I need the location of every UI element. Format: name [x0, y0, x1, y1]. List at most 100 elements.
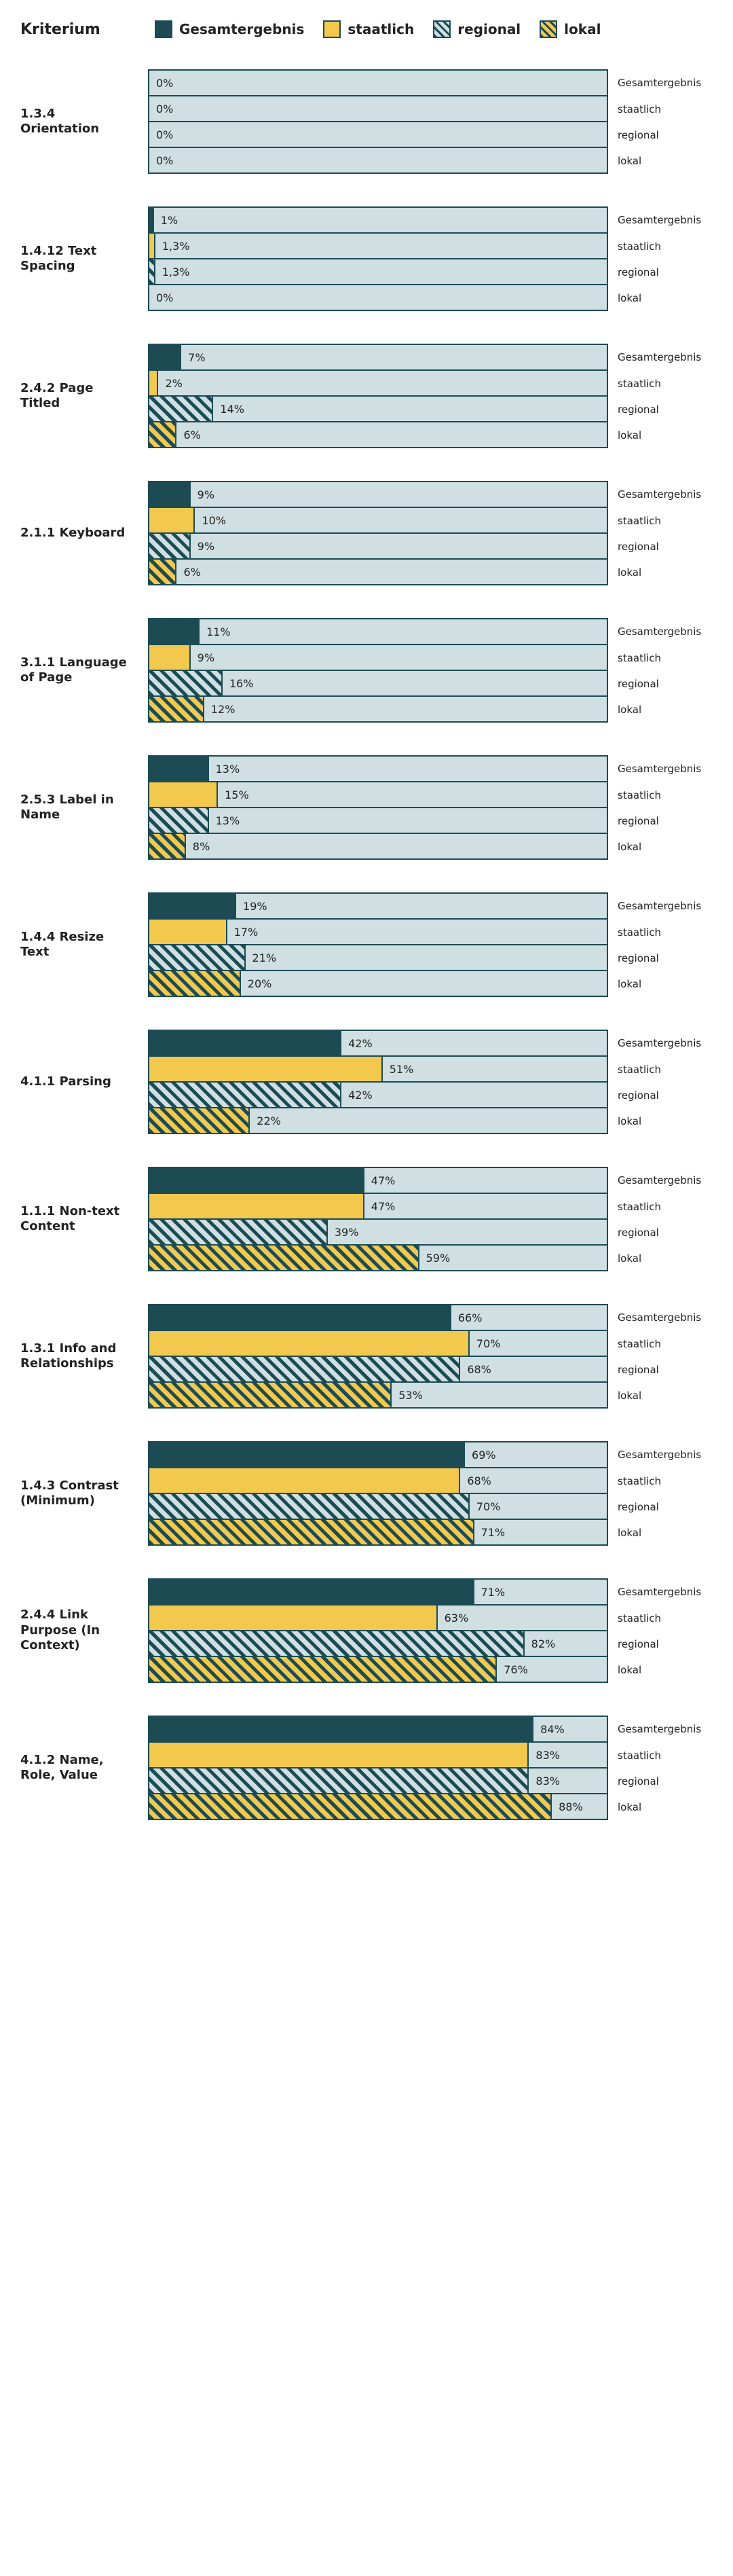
bar-fill [149, 560, 176, 584]
bar-fill [149, 259, 155, 284]
bar-fill [149, 619, 200, 644]
bar-row: 59% lokal [148, 1246, 713, 1271]
bar-row: 63%staatlich [148, 1606, 713, 1631]
bar-fill [149, 834, 186, 858]
criterion-block: 1.4.4 Resize Text19%Gesamtergebnis17%sta… [20, 892, 713, 997]
bar-value: 16% [229, 677, 254, 690]
bar-row: 21%regional [148, 945, 713, 971]
bar-value: 63% [445, 1612, 469, 1625]
criterion-bars: 84%Gesamtergebnis83%staatlich83%regional… [148, 1716, 713, 1820]
bar-row: 1%Gesamtergebnis [148, 206, 713, 234]
bar-series-label: lokal [608, 1390, 713, 1402]
bar-series-label: regional [608, 1227, 713, 1239]
bar-series-label: staatlich [608, 1749, 713, 1762]
bar-track: 14% [148, 397, 608, 422]
bar-series-label: staatlich [608, 515, 713, 527]
bar-track: 83% [148, 1768, 608, 1794]
bar-series-label: staatlich [608, 378, 713, 390]
criterion-label: 1.3.4 Orientation [20, 107, 136, 137]
bar-series-label: Gesamtergebnis [608, 1311, 713, 1324]
bar-value: 11% [206, 625, 231, 638]
bar-fill [149, 1168, 364, 1193]
bar-row: 66% Gesamtergebnis [148, 1304, 713, 1331]
bar-track: 63% [148, 1606, 608, 1631]
bar-fill [149, 945, 246, 970]
bar-series-label: lokal [608, 1115, 713, 1127]
swatch-gesamt-icon [155, 20, 172, 38]
bar-row: 0%staatlich [148, 96, 713, 122]
bar-track: 71% [148, 1578, 608, 1606]
bar-row: 20%lokal [148, 971, 713, 997]
bar-fill [149, 1580, 474, 1604]
bar-track: 17% [148, 920, 608, 945]
bar-row: 47%staatlich [148, 1194, 713, 1220]
bar-fill [149, 1031, 341, 1055]
bar-row: 51%staatlich [148, 1057, 713, 1083]
bar-series-label: lokal [608, 704, 713, 716]
bar-track: 21% [148, 945, 608, 971]
bar-series-label: staatlich [608, 240, 713, 253]
bar-row: 71%lokal [148, 1520, 713, 1546]
criterion-label: 1.1.1 Non-text Content [20, 1204, 136, 1235]
criterion-label: 4.1.1 Parsing [20, 1074, 136, 1090]
bar-row: 6%lokal [148, 422, 713, 448]
bar-value: 21% [252, 951, 277, 964]
criterion-bars: 66%Gesamtergebnis70%staatlich68%regional… [148, 1304, 713, 1409]
bar-fill [149, 422, 176, 447]
bar-value: 88% [559, 1800, 583, 1813]
criterion-bars: 42%Gesamtergebnis51%staatlich42%regional… [148, 1030, 713, 1134]
bar-series-label: lokal [608, 978, 713, 990]
bar-fill [149, 671, 223, 695]
bar-track: 51% [148, 1057, 608, 1083]
bar-fill [149, 971, 241, 996]
bar-row: 76%lokal [148, 1657, 713, 1683]
chart-page: Kriterium Gesamtergebnis staatlich regio… [0, 0, 733, 1893]
bar-row: 70%regional [148, 1494, 713, 1520]
bar-value: 0% [156, 77, 173, 90]
bar-value: 70% [476, 1500, 501, 1513]
bar-series-label: staatlich [608, 789, 713, 801]
bar-track: 42% [148, 1030, 608, 1057]
bar-value: 71% [481, 1586, 506, 1599]
bar-value: 0% [156, 128, 173, 141]
bar-track: 70% [148, 1331, 608, 1357]
legend-label: lokal [564, 21, 601, 37]
bar-fill [149, 1194, 364, 1218]
bar-value: 8% [193, 840, 210, 853]
bar-track: 0% [148, 96, 608, 122]
bar-series-label: lokal [608, 841, 713, 853]
bar-value: 59% [426, 1252, 451, 1265]
bar-row: 13%Gesamtergebnis [148, 755, 713, 782]
bar-track: 6% [148, 422, 608, 448]
bar-row: 15%staatlich [148, 782, 713, 808]
bar-series-label: lokal [608, 1664, 713, 1676]
bar-series-label: regional [608, 403, 713, 416]
bar-track: 1,3% [148, 259, 608, 285]
bar-value: 66% [458, 1311, 483, 1324]
bar-track: 88% [148, 1794, 608, 1820]
bar-value: 47% [371, 1200, 396, 1213]
bar-series-label: lokal [608, 1801, 713, 1813]
bar-fill [149, 1606, 438, 1630]
bar-value: 53% [398, 1389, 423, 1402]
bar-track: 1% [148, 206, 608, 234]
bar-fill [149, 1743, 529, 1767]
bar-track: 13% [148, 755, 608, 782]
bar-value: 42% [348, 1037, 373, 1050]
bar-fill [149, 1305, 451, 1330]
bar-series-label: lokal [608, 1252, 713, 1265]
bar-fill [149, 894, 236, 918]
legend-item-staat: staatlich [323, 20, 414, 38]
bar-value: 68% [467, 1363, 491, 1376]
bar-fill [149, 345, 181, 369]
bar-fill [149, 1520, 474, 1544]
bar-value: 69% [472, 1449, 496, 1462]
bar-track: 12% [148, 697, 608, 723]
bar-track: 83% [148, 1743, 608, 1768]
bar-track: 39% [148, 1220, 608, 1246]
bar-track: 7% [148, 344, 608, 371]
criterion-block: 2.4.2 Page Titled7%Gesamtergebnis2%staat… [20, 344, 713, 448]
bar-series-label: Gesamtergebnis [608, 1586, 713, 1598]
bar-row: 71% Gesamtergebnis [148, 1578, 713, 1606]
bar-value: 39% [335, 1226, 359, 1239]
